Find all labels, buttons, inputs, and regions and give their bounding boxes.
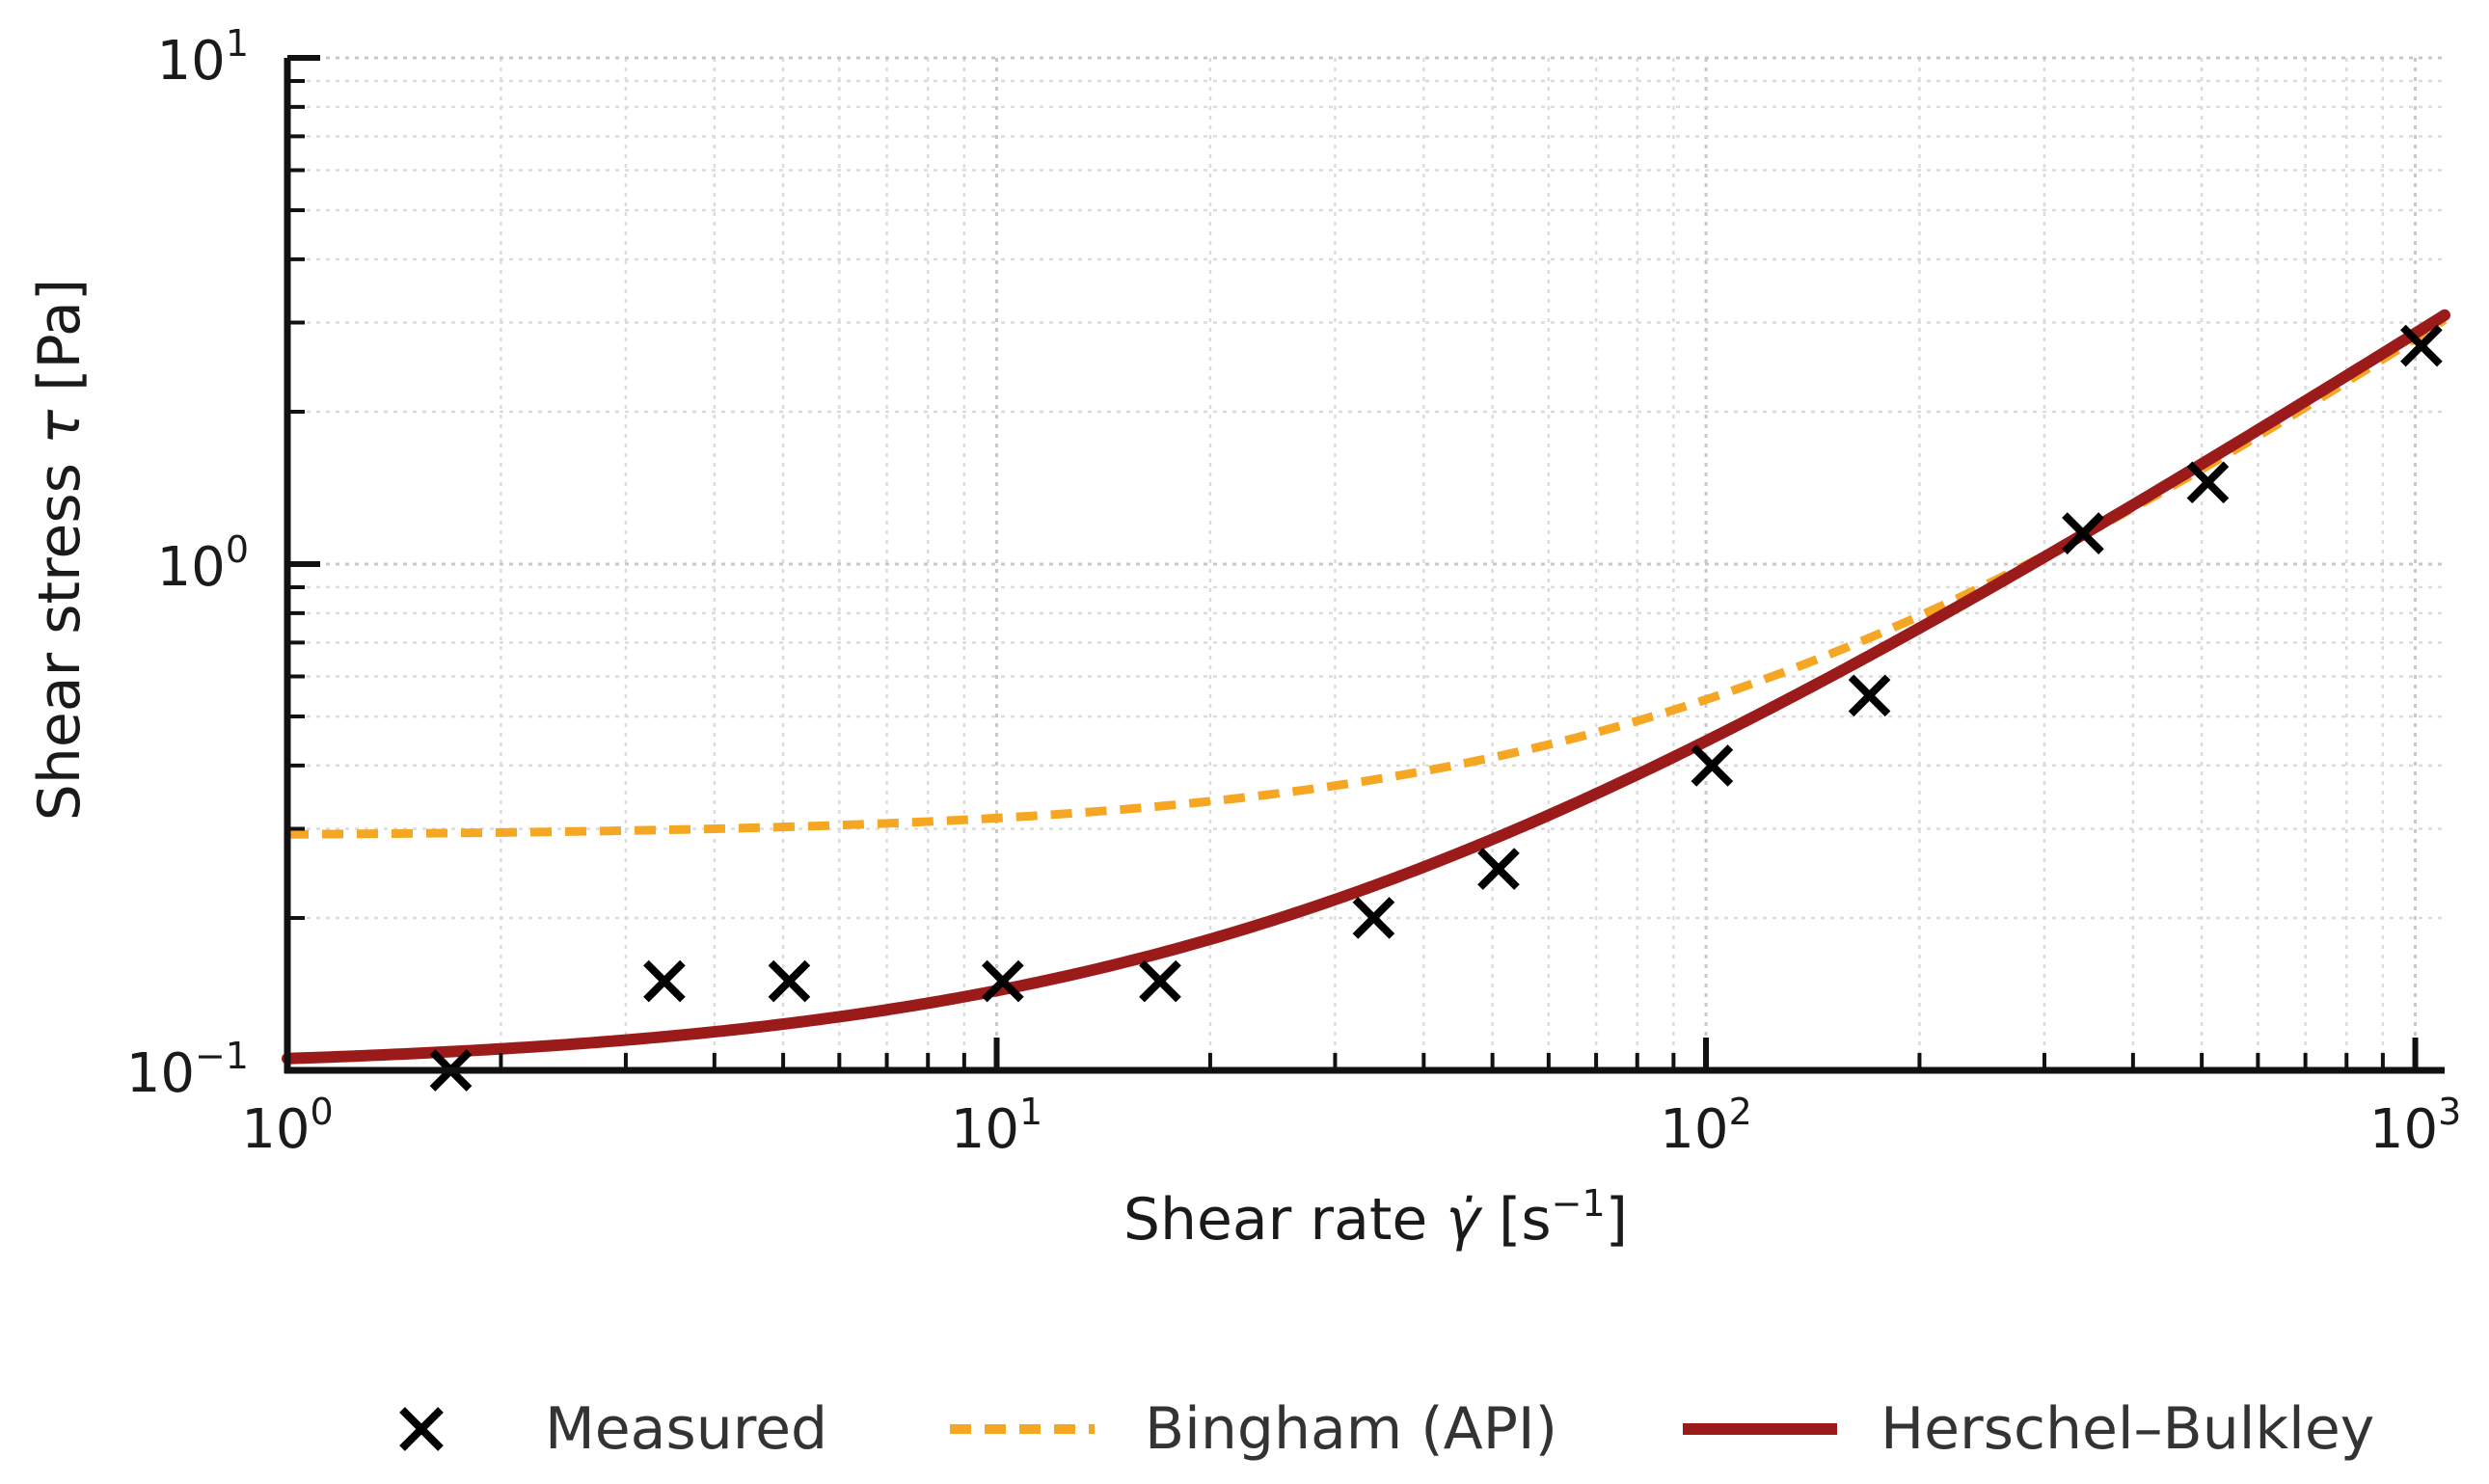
measured-point — [2400, 324, 2443, 367]
axes — [284, 55, 2445, 1074]
legend-measured-marker — [399, 1407, 444, 1451]
legend-item-measured: Measured — [399, 1395, 827, 1463]
y-tick-label: 10−1 — [126, 1035, 249, 1105]
y-tick-label: 100 — [157, 528, 249, 599]
measured-point — [643, 959, 686, 1003]
x-tick-label: 100 — [241, 1091, 333, 1161]
marker-stroke — [1848, 674, 1891, 717]
herschel-bulkley-line — [282, 309, 2450, 1065]
marker-stroke — [2062, 512, 2104, 554]
legend-item-herschel-bulkley: Herschel–Bulkley — [1683, 1395, 2374, 1463]
y-axis-label: Shear stress τ [Pa] — [26, 279, 94, 821]
measured-point — [2186, 461, 2230, 504]
measured-point — [768, 959, 811, 1003]
x-tick-label: 101 — [951, 1091, 1042, 1161]
grid — [285, 56, 2445, 1072]
marker-stroke — [2400, 324, 2443, 367]
legend-item-bingham: Bingham (API) — [950, 1395, 1557, 1463]
x-tick-label: 103 — [2369, 1091, 2461, 1161]
bingham-line — [286, 315, 2448, 839]
legend-herschel-bulkley-label: Herschel–Bulkley — [1880, 1395, 2374, 1463]
marker-stroke — [1477, 848, 1520, 890]
y-tick-label: 101 — [157, 22, 249, 93]
measured-point — [982, 959, 1024, 1003]
marker-stroke — [1139, 959, 1181, 1003]
marker-stroke — [1352, 897, 1395, 939]
measured-point — [2062, 512, 2104, 554]
x-tick-label: 102 — [1660, 1091, 1751, 1161]
marker-stroke — [1691, 744, 1734, 787]
x-axis-label: Shear rate γ̇ [s−1] — [1123, 1182, 1628, 1254]
legend-measured-label: Measured — [545, 1395, 827, 1463]
marker-stroke — [768, 959, 811, 1003]
measured-point — [1691, 744, 1734, 787]
legend-marker-stroke — [399, 1407, 444, 1451]
marker-stroke — [643, 959, 686, 1003]
measured-point — [1352, 897, 1395, 939]
plot-series — [282, 309, 2450, 1092]
measured-point — [1848, 674, 1891, 717]
legend-bingham-label: Bingham (API) — [1145, 1395, 1557, 1463]
measured-point — [1139, 959, 1181, 1003]
legend: Measured Bingham (API) Herschel–Bulkley — [399, 1395, 2374, 1463]
marker-stroke — [982, 959, 1024, 1003]
marker-stroke — [2186, 461, 2230, 504]
measured-points — [429, 324, 2443, 1092]
measured-point — [1477, 848, 1520, 890]
